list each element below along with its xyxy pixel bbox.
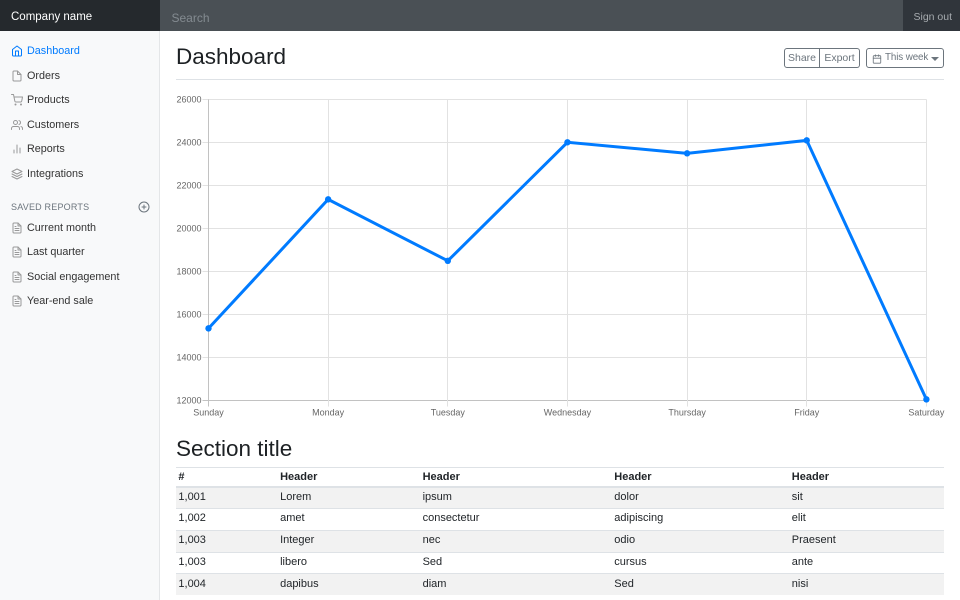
svg-text:22000: 22000 [176,181,201,191]
svg-text:Monday: Monday [312,407,345,417]
svg-text:Thursday: Thursday [668,407,706,417]
svg-text:12000: 12000 [176,395,201,405]
svg-text:Tuesday: Tuesday [431,407,466,417]
svg-text:20000: 20000 [176,223,201,233]
svg-text:18000: 18000 [176,266,201,276]
svg-text:Friday: Friday [794,407,820,417]
svg-text:Wednesday: Wednesday [544,407,592,417]
svg-text:24000: 24000 [176,138,201,148]
svg-text:Sunday: Sunday [193,407,224,417]
svg-text:26000: 26000 [176,95,201,105]
svg-text:16000: 16000 [176,309,201,319]
svg-text:14000: 14000 [176,352,201,362]
svg-text:Saturday: Saturday [908,407,945,417]
